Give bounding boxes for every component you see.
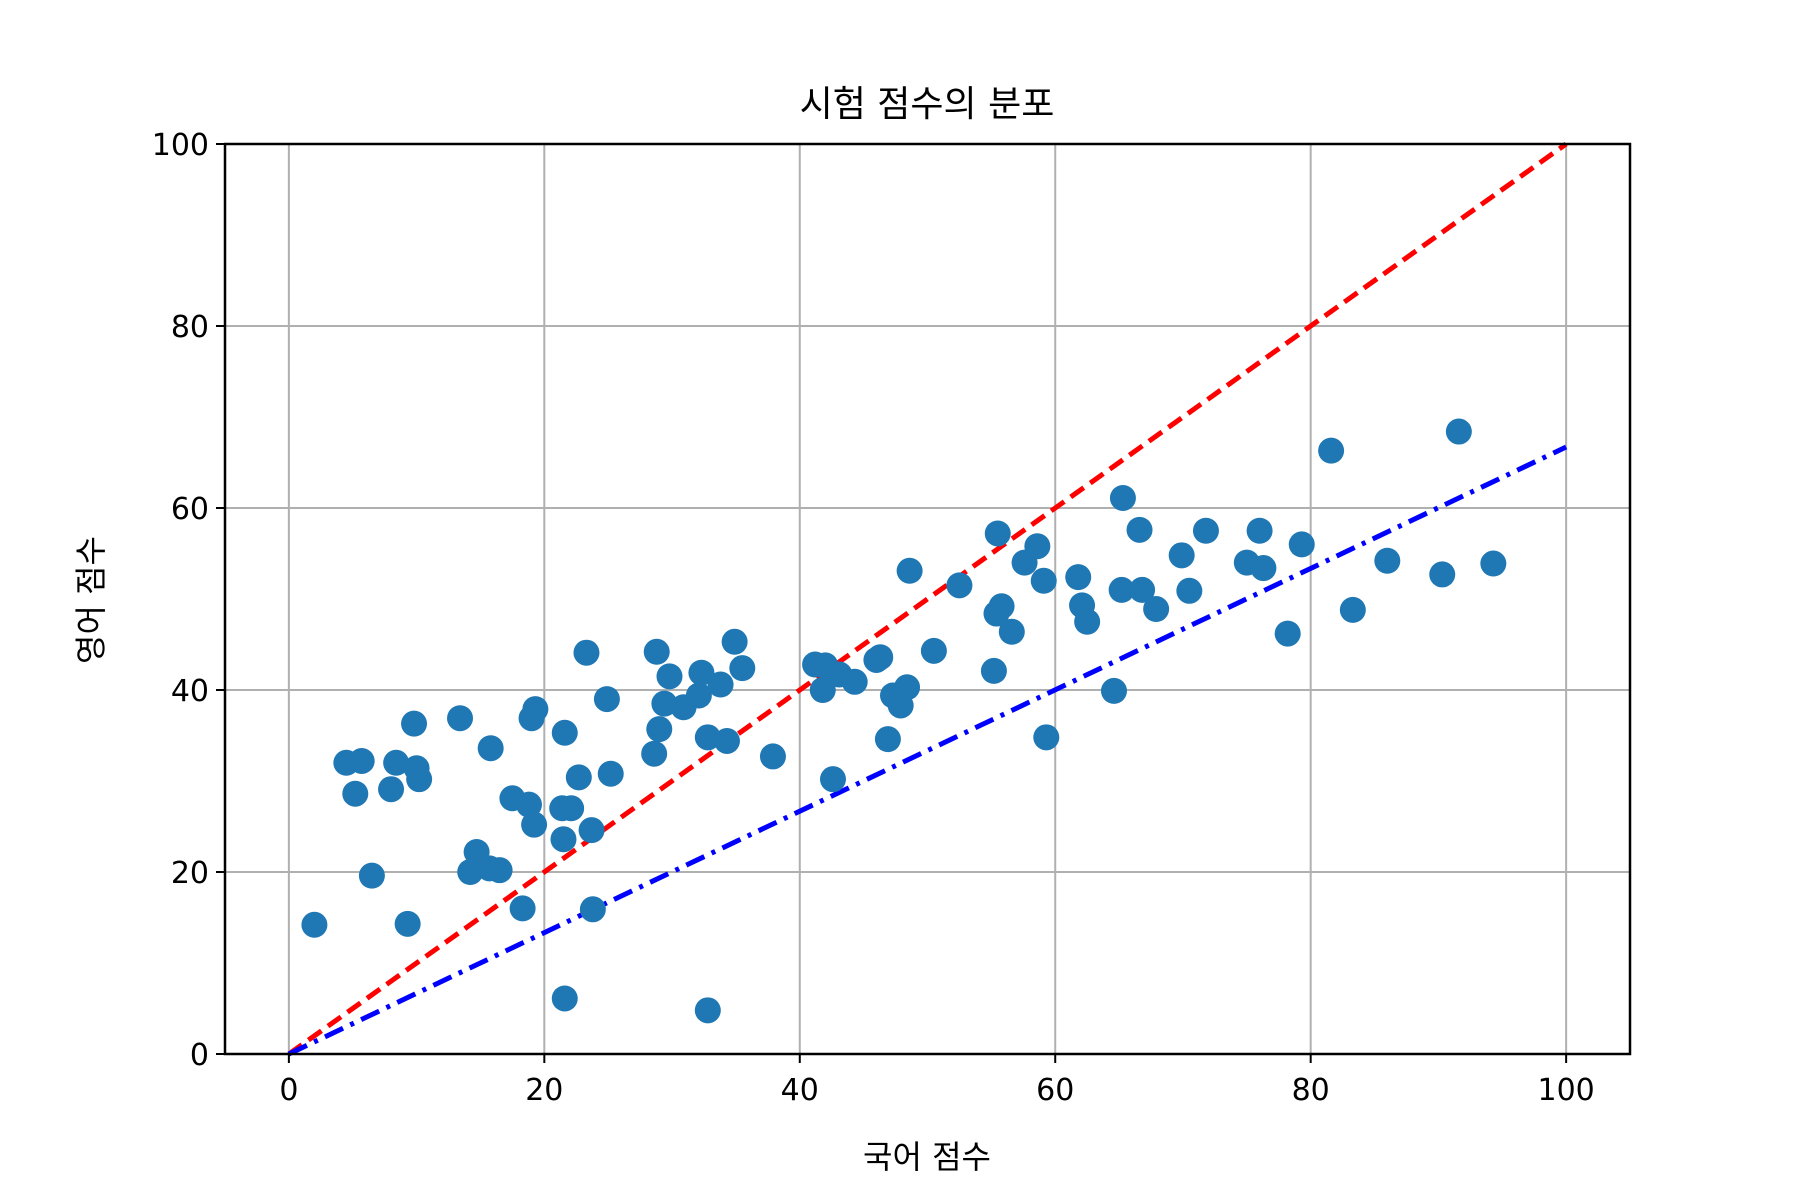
data-point	[565, 764, 592, 791]
data-point	[759, 743, 786, 770]
data-point	[1126, 516, 1153, 543]
data-point	[656, 663, 683, 690]
data-point	[358, 862, 385, 889]
data-point	[721, 628, 748, 655]
data-point	[558, 795, 585, 822]
data-point	[1176, 577, 1203, 604]
data-point	[998, 618, 1025, 645]
data-point	[1108, 576, 1135, 603]
data-point	[1374, 547, 1401, 574]
data-point	[1129, 576, 1156, 603]
data-point	[550, 826, 577, 853]
x-tick-label: 0	[279, 1073, 298, 1108]
data-point	[593, 686, 620, 713]
data-point	[579, 896, 606, 923]
data-point	[1168, 542, 1195, 569]
data-point	[521, 811, 548, 838]
data-point	[1024, 533, 1051, 560]
identity-line	[287, 141, 1568, 1057]
data-point	[573, 639, 600, 666]
data-point	[1100, 677, 1127, 704]
data-point	[685, 682, 712, 709]
data-point	[578, 817, 605, 844]
y-tick-label: 60	[171, 492, 209, 527]
data-point	[1065, 564, 1092, 591]
data-point	[1033, 724, 1060, 751]
data-point	[1318, 437, 1345, 464]
data-point	[551, 985, 578, 1012]
data-point	[1429, 561, 1456, 588]
data-point	[406, 766, 433, 793]
axis-ticks: 0 20 40 60 80 100 0 20 40 60 80 100	[152, 128, 1595, 1108]
data-point	[1274, 620, 1301, 647]
data-point	[1339, 596, 1366, 623]
data-point	[920, 637, 947, 664]
data-point	[841, 668, 868, 695]
fit-line	[287, 444, 1568, 1057]
data-point	[641, 740, 668, 767]
data-point	[874, 726, 901, 753]
data-point	[1288, 531, 1315, 558]
plot-frame	[223, 142, 1632, 1056]
chart-title: 시험 점수의 분포	[800, 84, 1055, 125]
data-point	[1109, 484, 1136, 511]
data-point	[694, 997, 721, 1024]
data-point	[597, 760, 624, 787]
data-point	[1074, 608, 1101, 635]
data-point	[809, 677, 836, 703]
data-point	[643, 638, 670, 665]
data-point	[896, 557, 923, 584]
reference-lines	[287, 141, 1568, 1057]
data-point	[988, 593, 1015, 620]
data-point	[378, 776, 405, 803]
data-point	[946, 572, 973, 599]
data-point	[522, 696, 549, 723]
y-tick-label: 80	[171, 310, 209, 345]
data-point	[729, 655, 756, 682]
x-tick-label: 100	[1538, 1073, 1595, 1108]
data-point	[447, 705, 474, 732]
data-point	[707, 671, 734, 698]
data-point	[1480, 550, 1507, 577]
data-point	[348, 747, 375, 774]
data-point	[980, 657, 1007, 684]
x-tick-label: 80	[1292, 1073, 1330, 1108]
data-point	[819, 766, 846, 793]
y-tick-label: 100	[152, 128, 209, 163]
data-points	[301, 418, 1507, 1024]
data-point	[1246, 517, 1273, 544]
x-axis-label: 국어 점수	[863, 1138, 991, 1176]
data-point	[894, 674, 921, 701]
data-point	[1250, 555, 1277, 582]
data-point	[477, 735, 504, 762]
data-point	[551, 719, 578, 746]
data-point	[486, 857, 513, 884]
y-tick-label: 40	[171, 674, 209, 709]
data-point	[1445, 418, 1472, 445]
data-point	[401, 710, 428, 737]
data-point	[984, 520, 1011, 547]
x-tick-label: 60	[1036, 1073, 1074, 1108]
data-point	[688, 659, 715, 686]
data-point	[509, 895, 536, 922]
y-tick-label: 20	[171, 856, 209, 891]
data-point	[1143, 596, 1170, 623]
x-tick-label: 40	[781, 1073, 819, 1108]
y-tick-label: 0	[190, 1038, 209, 1073]
x-tick-label: 20	[525, 1073, 563, 1108]
data-point	[646, 716, 673, 743]
data-point	[301, 911, 328, 938]
data-point	[515, 791, 542, 818]
data-point	[867, 644, 894, 671]
y-axis-label: 영어 점수	[72, 536, 110, 664]
data-point	[383, 749, 410, 776]
data-point	[1192, 517, 1219, 544]
data-point	[713, 727, 740, 754]
data-point	[394, 910, 421, 937]
data-point	[1030, 567, 1057, 594]
data-point	[342, 780, 369, 807]
